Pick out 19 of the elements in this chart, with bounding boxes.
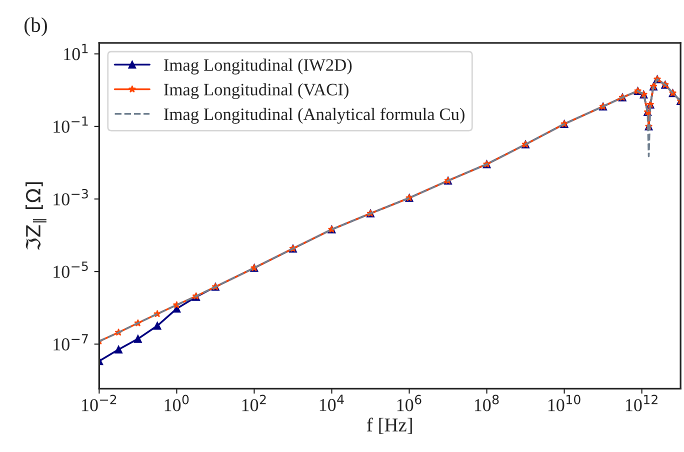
y-tick-label: 10$^{−5}$: [54, 262, 88, 278]
y-tick-label: 10$^{1}$: [64, 44, 88, 60]
y-tick-label: 10$^{−1}$: [54, 116, 88, 133]
y-axis-title: ℑZ$_{∥}$ [Ω]: [26, 182, 46, 250]
x-tick-label: 10$^{4}$: [320, 394, 344, 412]
y-tick-label: 10$^{−7}$: [54, 334, 88, 350]
y-tick-label: 10$^{−3}$: [54, 188, 88, 206]
x-tick-label: 10$^{2}$: [242, 394, 266, 412]
legend-label: Imag Longitudinal (VACI): [164, 83, 348, 100]
x-tick-label: 10$^{6}$: [397, 394, 422, 412]
x-tick-label: 10$^{−2}$: [82, 394, 116, 412]
x-tick-label: 10$^{8}$: [474, 394, 499, 412]
legend-label: Imag Longitudinal (Analytical formula Cu): [164, 108, 464, 124]
x-axis-title: f [Hz]: [367, 418, 412, 434]
x-tick-label: 10$^{10}$: [548, 394, 580, 412]
chart-title: (b): [24, 17, 47, 36]
legend-label: Imag Longitudinal (IW2D): [164, 58, 352, 74]
x-tick-label: 10$^{0}$: [164, 394, 189, 412]
x-tick-label: 10$^{12}$: [626, 394, 658, 412]
